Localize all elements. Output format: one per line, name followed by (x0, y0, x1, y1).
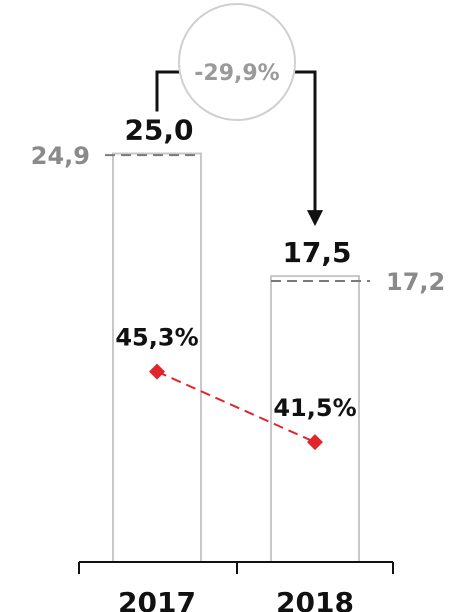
change-connector-right (291, 70, 317, 213)
reference-label-2017: 24,9 (31, 142, 90, 170)
ratio-marker-2017 (149, 363, 165, 380)
ratio-label-2018: 41,5% (273, 394, 356, 422)
bar-value-label-2018: 17,5 (282, 236, 351, 269)
ratio-label-2017: 45,3% (115, 324, 198, 352)
bar-2017 (112, 152, 202, 563)
change-circle (178, 3, 296, 121)
change-arrowhead (307, 210, 323, 227)
category-label-2018: 2018 (276, 586, 354, 612)
ratio-marker-2018 (307, 434, 323, 451)
change-connector-left (155, 70, 183, 112)
category-label-2017: 2017 (118, 586, 196, 612)
ratio-line (156, 370, 316, 444)
reference-label-2018: 17,2 (386, 268, 445, 296)
change-label: -29,9% (194, 61, 279, 86)
bar-value-label-2017: 25,0 (124, 114, 193, 147)
